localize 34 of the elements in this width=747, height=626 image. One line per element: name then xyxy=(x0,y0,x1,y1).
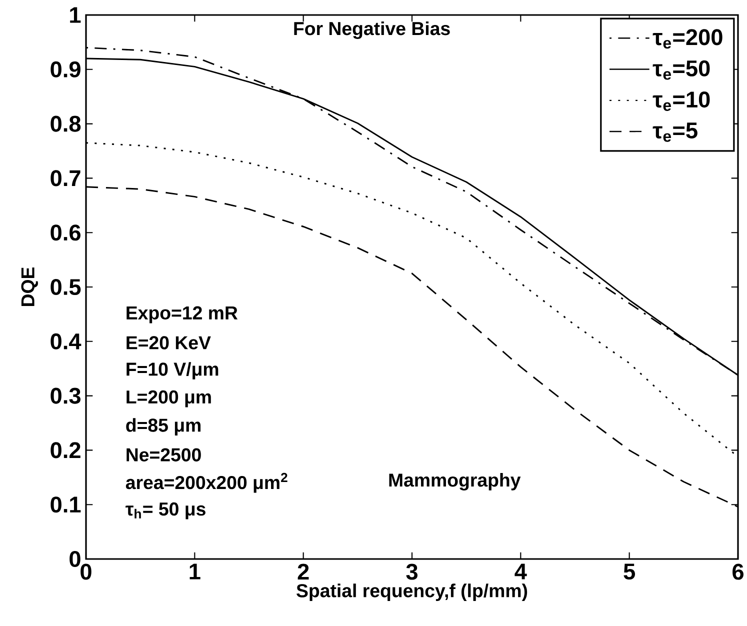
annotation: Ne=2500 xyxy=(126,448,201,462)
y-tick-label: 0.3 xyxy=(50,388,80,404)
y-axis-title: DQE xyxy=(21,267,38,306)
annotation: Expo=12 mR xyxy=(126,306,238,324)
legend-label: τ$_{e}$=50 xyxy=(652,60,710,80)
x-tick-label: 3 xyxy=(406,564,418,580)
x-tick-label: 6 xyxy=(732,564,744,580)
x-tick-label: 5 xyxy=(624,564,636,580)
annotation: L=200 μm xyxy=(126,390,211,408)
y-tick-label: 0.5 xyxy=(50,278,81,296)
x-tick-label: 2 xyxy=(298,564,309,580)
x-axis-title: Spatial requency,f (lp/mm) xyxy=(296,584,528,602)
y-tick-label: 0.7 xyxy=(50,170,80,186)
annotation: E=20 KeV xyxy=(126,336,211,350)
annotation: For Negative Bias xyxy=(294,21,450,39)
y-tick-label: 0.2 xyxy=(50,442,80,458)
y-tick-label: 0.9 xyxy=(50,61,80,78)
y-tick-label: 0.1 xyxy=(50,496,81,513)
y-tick-label: 0.4 xyxy=(50,333,82,350)
annotation: τ$_{h}$= 50 μs xyxy=(126,502,206,520)
legend-label: τ$_{e}$=200 xyxy=(652,29,722,49)
y-tick-label: 0.8 xyxy=(50,116,81,132)
annotation: d=85 μm xyxy=(126,418,200,436)
y-tick-label: 0.6 xyxy=(50,224,80,241)
x-tick-label: 0 xyxy=(80,564,92,580)
y-tick-label: 1 xyxy=(70,7,81,23)
annotation: Mammography xyxy=(389,473,521,490)
annotation: area=200x200 μm$^{2}$ xyxy=(126,472,288,493)
y-tick-label: 0 xyxy=(70,550,80,568)
legend-label: τ$_{e}$=10 xyxy=(652,92,710,111)
annotation: F=10 V/μm xyxy=(126,362,218,380)
legend-label: τ$_{e}$=5 xyxy=(652,122,698,142)
x-tick-label: 4 xyxy=(514,564,527,580)
x-tick-label: 1 xyxy=(190,564,200,580)
